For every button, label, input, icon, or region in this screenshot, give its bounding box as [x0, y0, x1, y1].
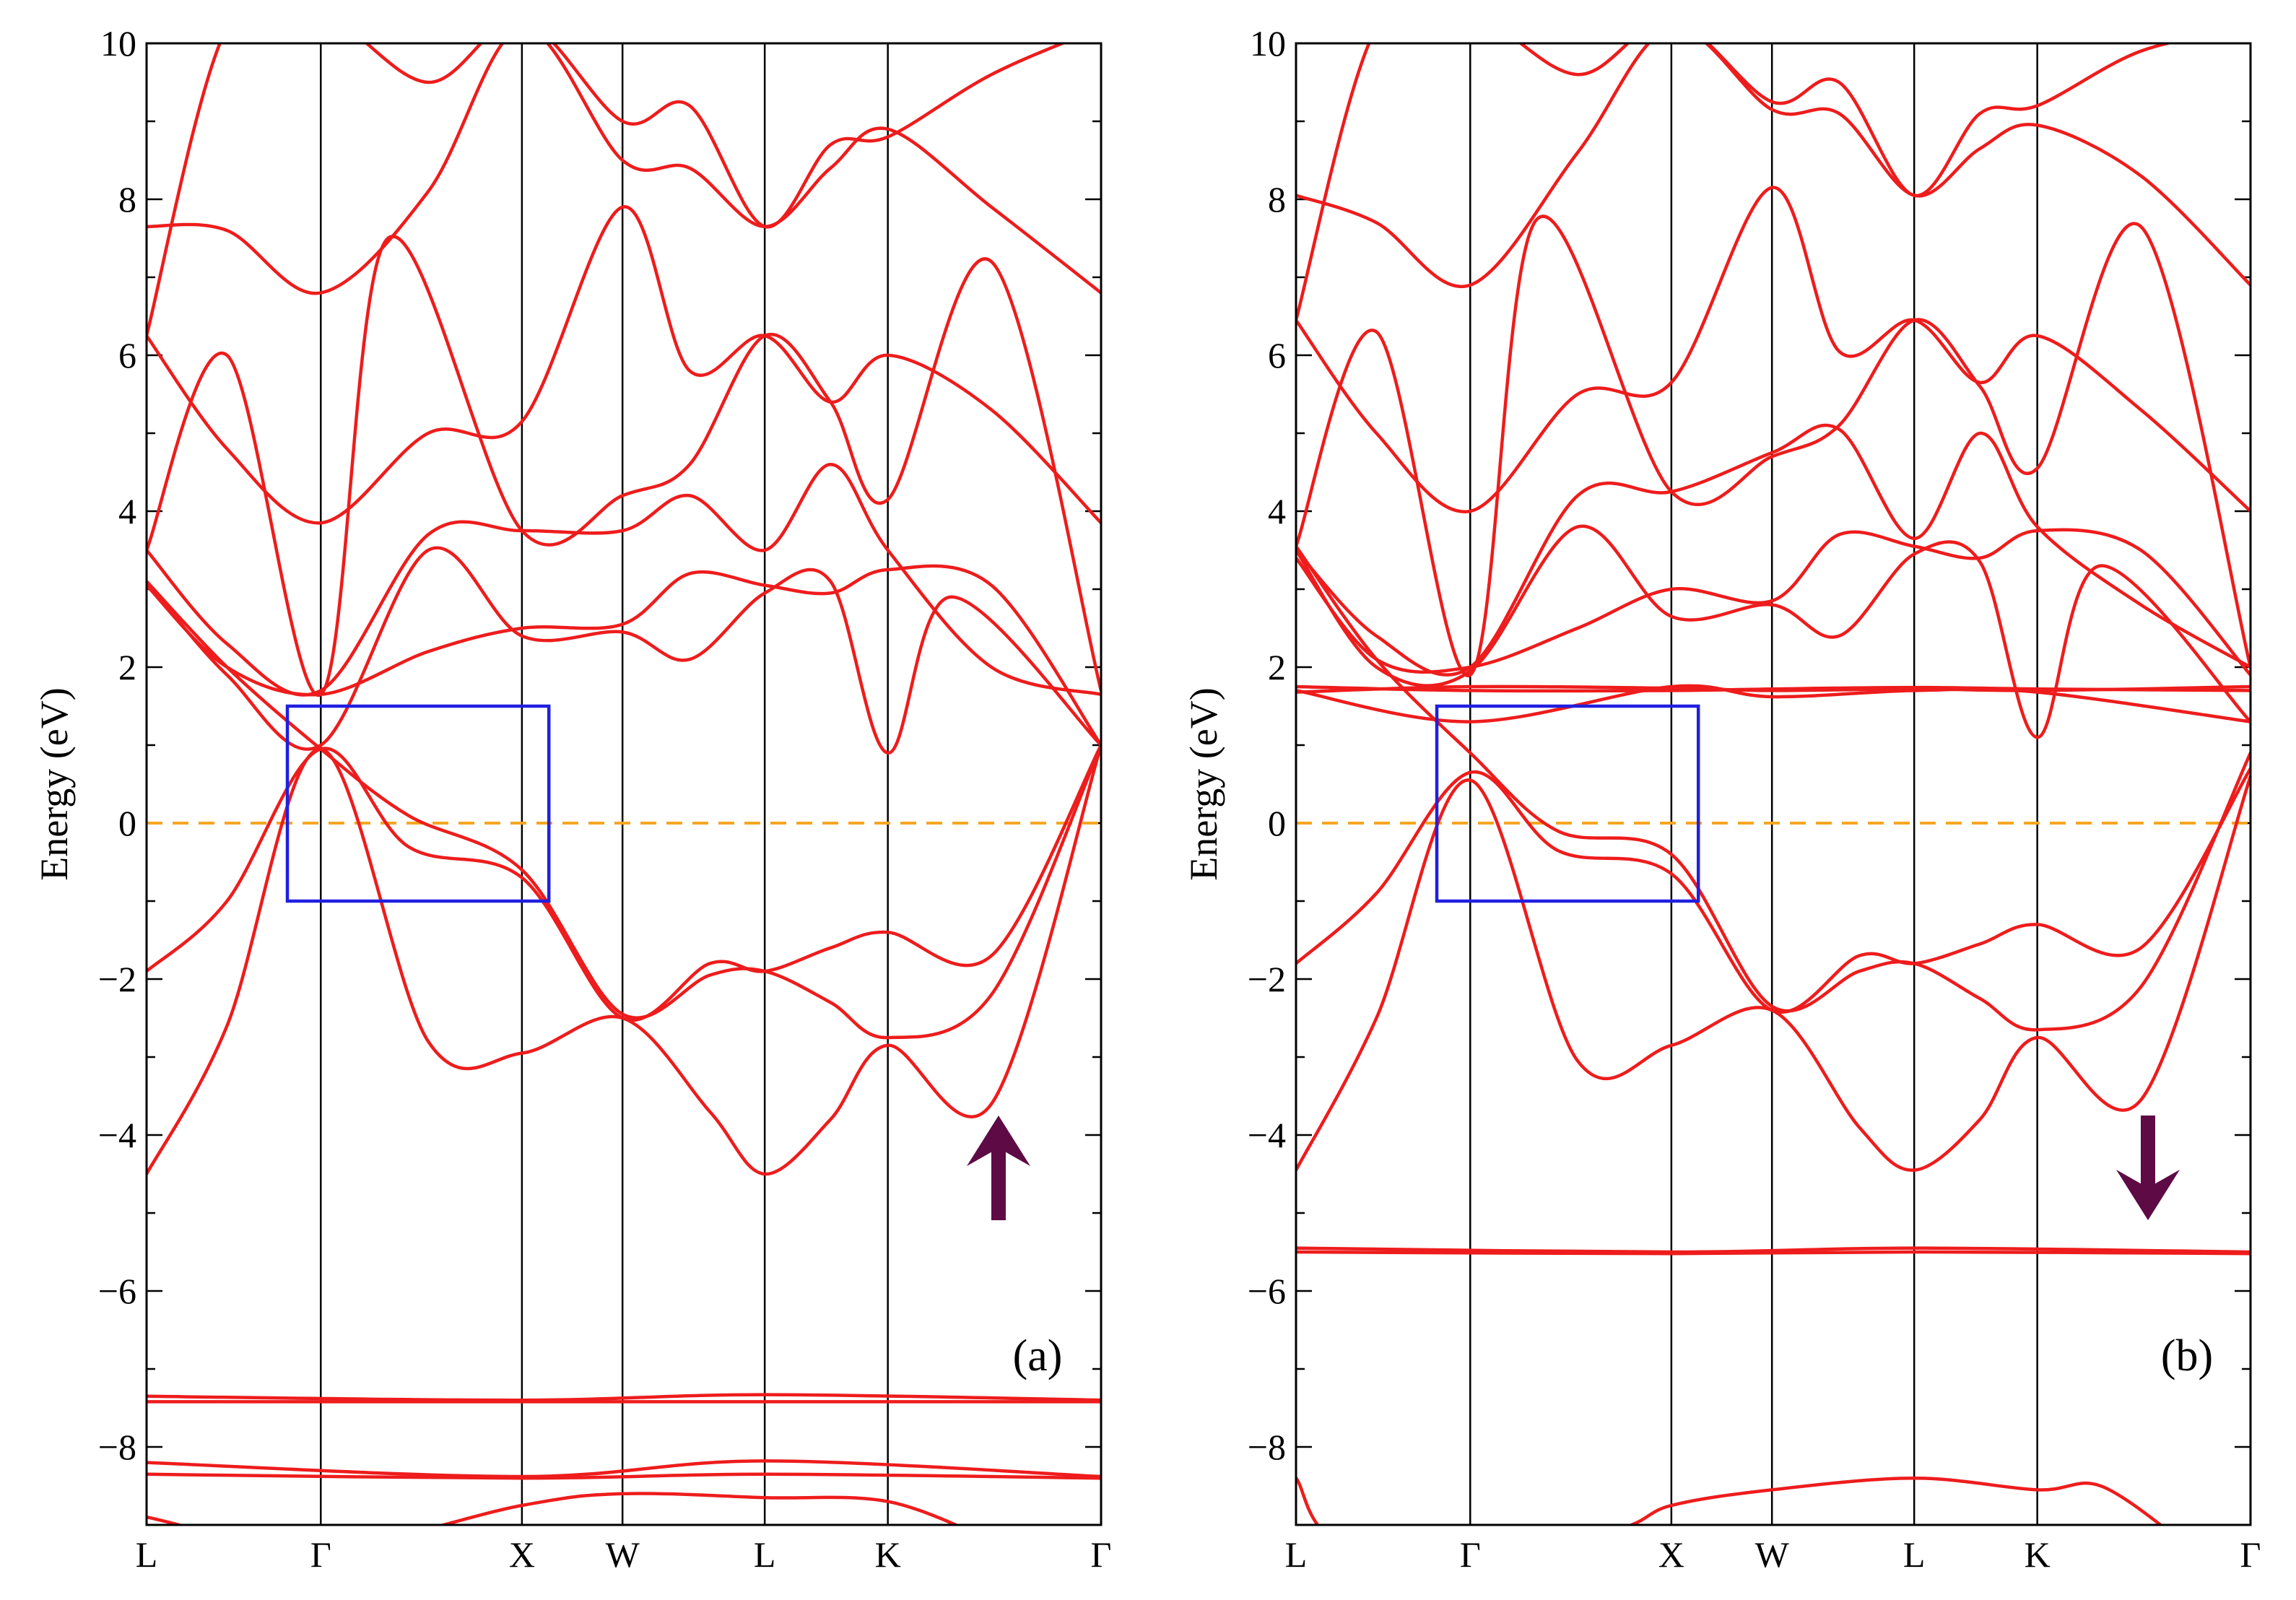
band-line — [147, 743, 1101, 1176]
band-line — [147, 546, 1101, 755]
y-tick-label: 0 — [118, 803, 136, 843]
y-tick-label: −4 — [98, 1115, 136, 1155]
band-line — [1296, 43, 2251, 289]
y-tick-label: −6 — [98, 1271, 136, 1311]
y-axis-title: Energy (eV) — [1182, 687, 1225, 880]
y-axis: −8 −6 −4 −2 0 2 4 6 8 10 — [1248, 23, 2251, 1526]
x-tick-label: X — [509, 1534, 535, 1575]
band-line — [1296, 684, 2251, 694]
band-line — [1296, 1246, 2251, 1254]
band-line — [1296, 1250, 2251, 1256]
y-tick-label: −8 — [1248, 1427, 1286, 1467]
y-tick-label: −2 — [98, 959, 136, 999]
x-tick-label: Γ — [1460, 1534, 1481, 1575]
y-tick-label: 8 — [1268, 179, 1286, 219]
plot-frame — [145, 42, 1103, 1526]
band-line — [1296, 423, 2251, 677]
x-tick-label: W — [606, 1534, 640, 1575]
band-line — [1296, 214, 2251, 677]
highlight-box — [285, 704, 551, 903]
bands — [147, 43, 1101, 1525]
band-line — [147, 205, 1101, 525]
band-line — [1296, 774, 2251, 1172]
y-tick-label: 8 — [118, 179, 136, 219]
panel-a: −8 −6 −4 −2 0 2 4 6 8 10 Energy (eV) L Γ X W L K Γ (a) — [32, 23, 1112, 1575]
band-line — [147, 1492, 960, 1525]
x-tick-label: L — [136, 1534, 158, 1575]
band-line — [1296, 544, 2251, 1032]
band-line — [1296, 684, 2251, 723]
band-line — [147, 462, 1101, 697]
band-line — [1296, 43, 2175, 322]
band-line — [1296, 528, 2251, 677]
panel-label: (b) — [2161, 1331, 2213, 1381]
y-tick-label: 6 — [118, 335, 136, 375]
x-tick-label: X — [1658, 1534, 1684, 1575]
band-line — [147, 579, 1101, 1040]
y-axis: −8 −6 −4 −2 0 2 4 6 8 10 — [98, 23, 1101, 1526]
band-line — [147, 1393, 1101, 1402]
x-tick-label: W — [1755, 1534, 1790, 1575]
y-tick-label: 4 — [118, 491, 136, 531]
x-tick-label: K — [875, 1534, 901, 1575]
band-line — [1296, 1476, 2164, 1525]
y-tick-label: 2 — [118, 647, 136, 687]
spin-up-arrow-icon — [967, 1116, 1030, 1220]
highlight-box — [1435, 704, 1700, 903]
y-axis-title: Energy (eV) — [32, 687, 76, 880]
x-tick-label: Γ — [2240, 1534, 2261, 1575]
band-line — [147, 235, 1101, 697]
panel-b: −8 −6 −4 −2 0 2 4 6 8 10 Energy (eV) L Γ X W L K Γ (b) — [1182, 23, 2261, 1575]
band-line — [147, 1459, 1101, 1479]
y-tick-label: 10 — [1250, 23, 1286, 64]
y-tick-label: 2 — [1268, 647, 1286, 687]
x-tick-label: Γ — [310, 1534, 331, 1575]
x-tick-label: K — [2025, 1534, 2051, 1575]
x-tick-label: L — [1903, 1534, 1926, 1575]
arrow-head — [967, 1116, 1030, 1166]
x-tick-label: L — [754, 1534, 776, 1575]
x-tick-label: Γ — [1091, 1534, 1112, 1575]
y-tick-label: −4 — [1248, 1115, 1286, 1155]
y-tick-label: −6 — [1248, 1271, 1286, 1311]
band-line — [147, 43, 1101, 295]
bands — [1296, 43, 2251, 1525]
y-tick-label: −8 — [98, 1427, 136, 1467]
band-line — [147, 564, 1101, 747]
plot-frame — [1295, 42, 2252, 1526]
arrow-head — [2116, 1170, 2180, 1220]
y-tick-label: 10 — [100, 23, 136, 64]
panel-label: (a) — [1013, 1331, 1063, 1381]
band-line — [147, 1472, 1101, 1480]
band-line — [147, 743, 1101, 1022]
arrow-shaft — [991, 1141, 1006, 1220]
y-tick-label: −2 — [1248, 959, 1286, 999]
y-tick-label: 0 — [1268, 803, 1286, 843]
band-line — [1296, 524, 2251, 739]
y-tick-label: 6 — [1268, 335, 1286, 375]
band-line — [147, 43, 1067, 338]
arrow-shaft — [2141, 1116, 2155, 1195]
band-line — [1296, 186, 2251, 513]
y-tick-label: 4 — [1268, 491, 1286, 531]
spin-down-arrow-icon — [2116, 1116, 2180, 1220]
band-line — [1296, 767, 2251, 1014]
x-tick-label: L — [1285, 1534, 1308, 1575]
